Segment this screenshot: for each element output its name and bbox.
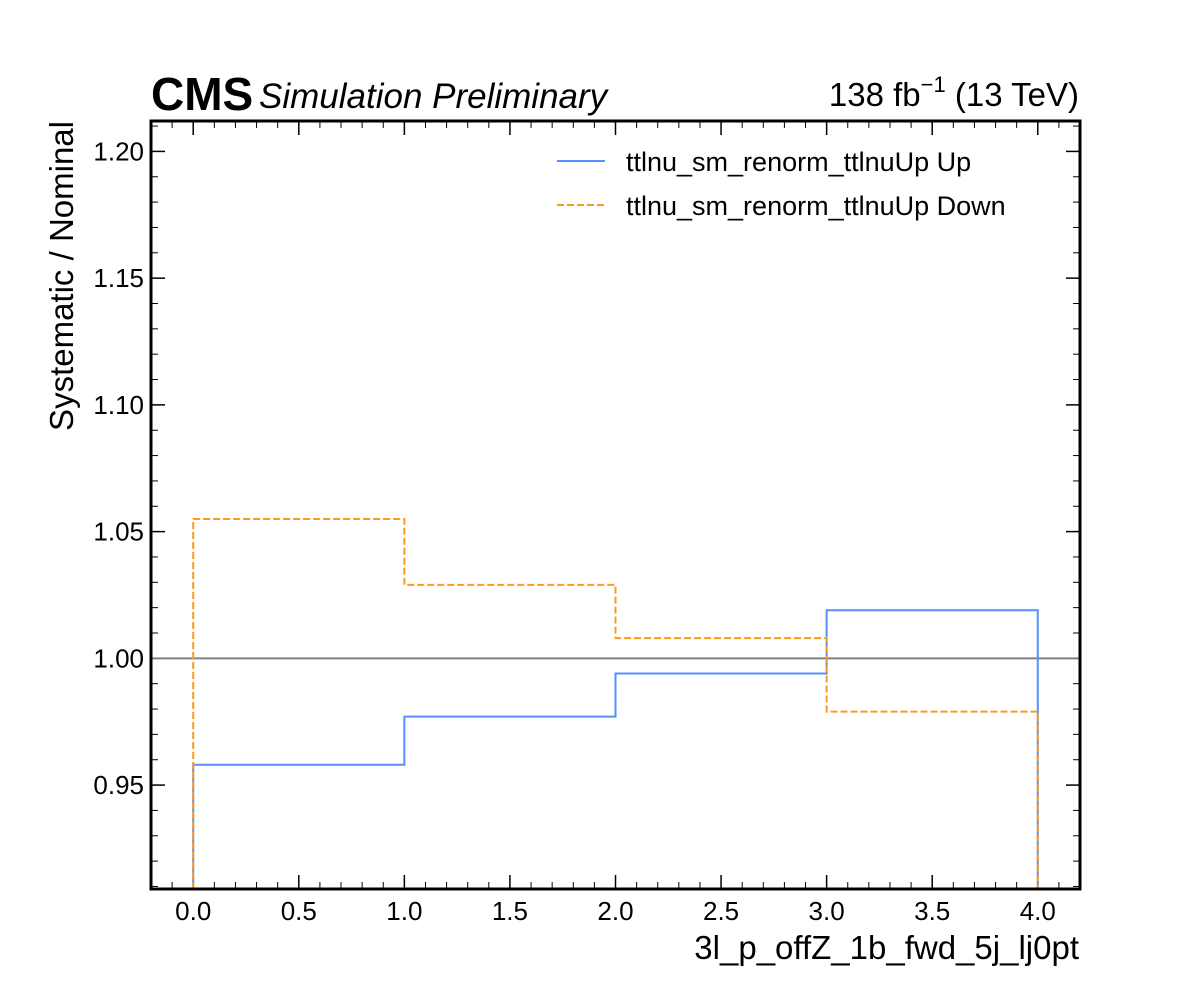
x-tick-label: 1.5 [492, 896, 528, 926]
y-tick-label: 0.95 [93, 770, 144, 800]
legend-label-down: ttlnu_sm_renorm_ttlnuUp Down [626, 191, 1006, 221]
series-group [192, 517, 1039, 889]
y-tick-label: 1.05 [93, 517, 144, 547]
x-tick-label: 4.0 [1020, 896, 1056, 926]
series-up-step-line [192, 609, 1039, 889]
x-axis-title: 3l_p_offZ_1b_fwd_5j_lj0pt [694, 929, 1079, 966]
legend-label-up: ttlnu_sm_renorm_ttlnuUp Up [626, 147, 971, 177]
energy-value: (13 TeV) [946, 76, 1079, 113]
y-axis-title: Systematic / Nominal [43, 121, 80, 431]
simulation-preliminary-label: Simulation Preliminary [259, 77, 610, 116]
x-tick-label: 2.0 [597, 896, 633, 926]
x-tick-label: 3.5 [914, 896, 950, 926]
axis-ticks: 0.0 0.5 1.0 1.5 2.0 2.5 3.0 3.5 4.0 0.95 1.00 1.05 1… [93, 121, 1080, 926]
plot-frame [149, 119, 1082, 891]
legend: ttlnu_sm_renorm_ttlnuUp Up ttlnu_sm_reno… [557, 147, 1006, 221]
y-tick-label: 1.00 [93, 643, 144, 673]
x-tick-label: 2.5 [703, 896, 739, 926]
series-down-step-line [192, 517, 1039, 889]
x-tick-label: 1.0 [386, 896, 422, 926]
cms-label: CMS [151, 68, 253, 120]
y-tick-label: 1.10 [93, 390, 144, 420]
lumi-value: 138 fb [829, 76, 921, 113]
x-tick-label: 0.0 [175, 896, 211, 926]
x-tick-label: 3.0 [809, 896, 845, 926]
luminosity-label: 138 fb−1 (13 TeV) [829, 72, 1079, 113]
x-tick-label: 0.5 [281, 896, 317, 926]
y-tick-label: 1.20 [93, 136, 144, 166]
y-tick-label: 1.15 [93, 263, 144, 293]
lumi-exponent: −1 [921, 72, 946, 97]
